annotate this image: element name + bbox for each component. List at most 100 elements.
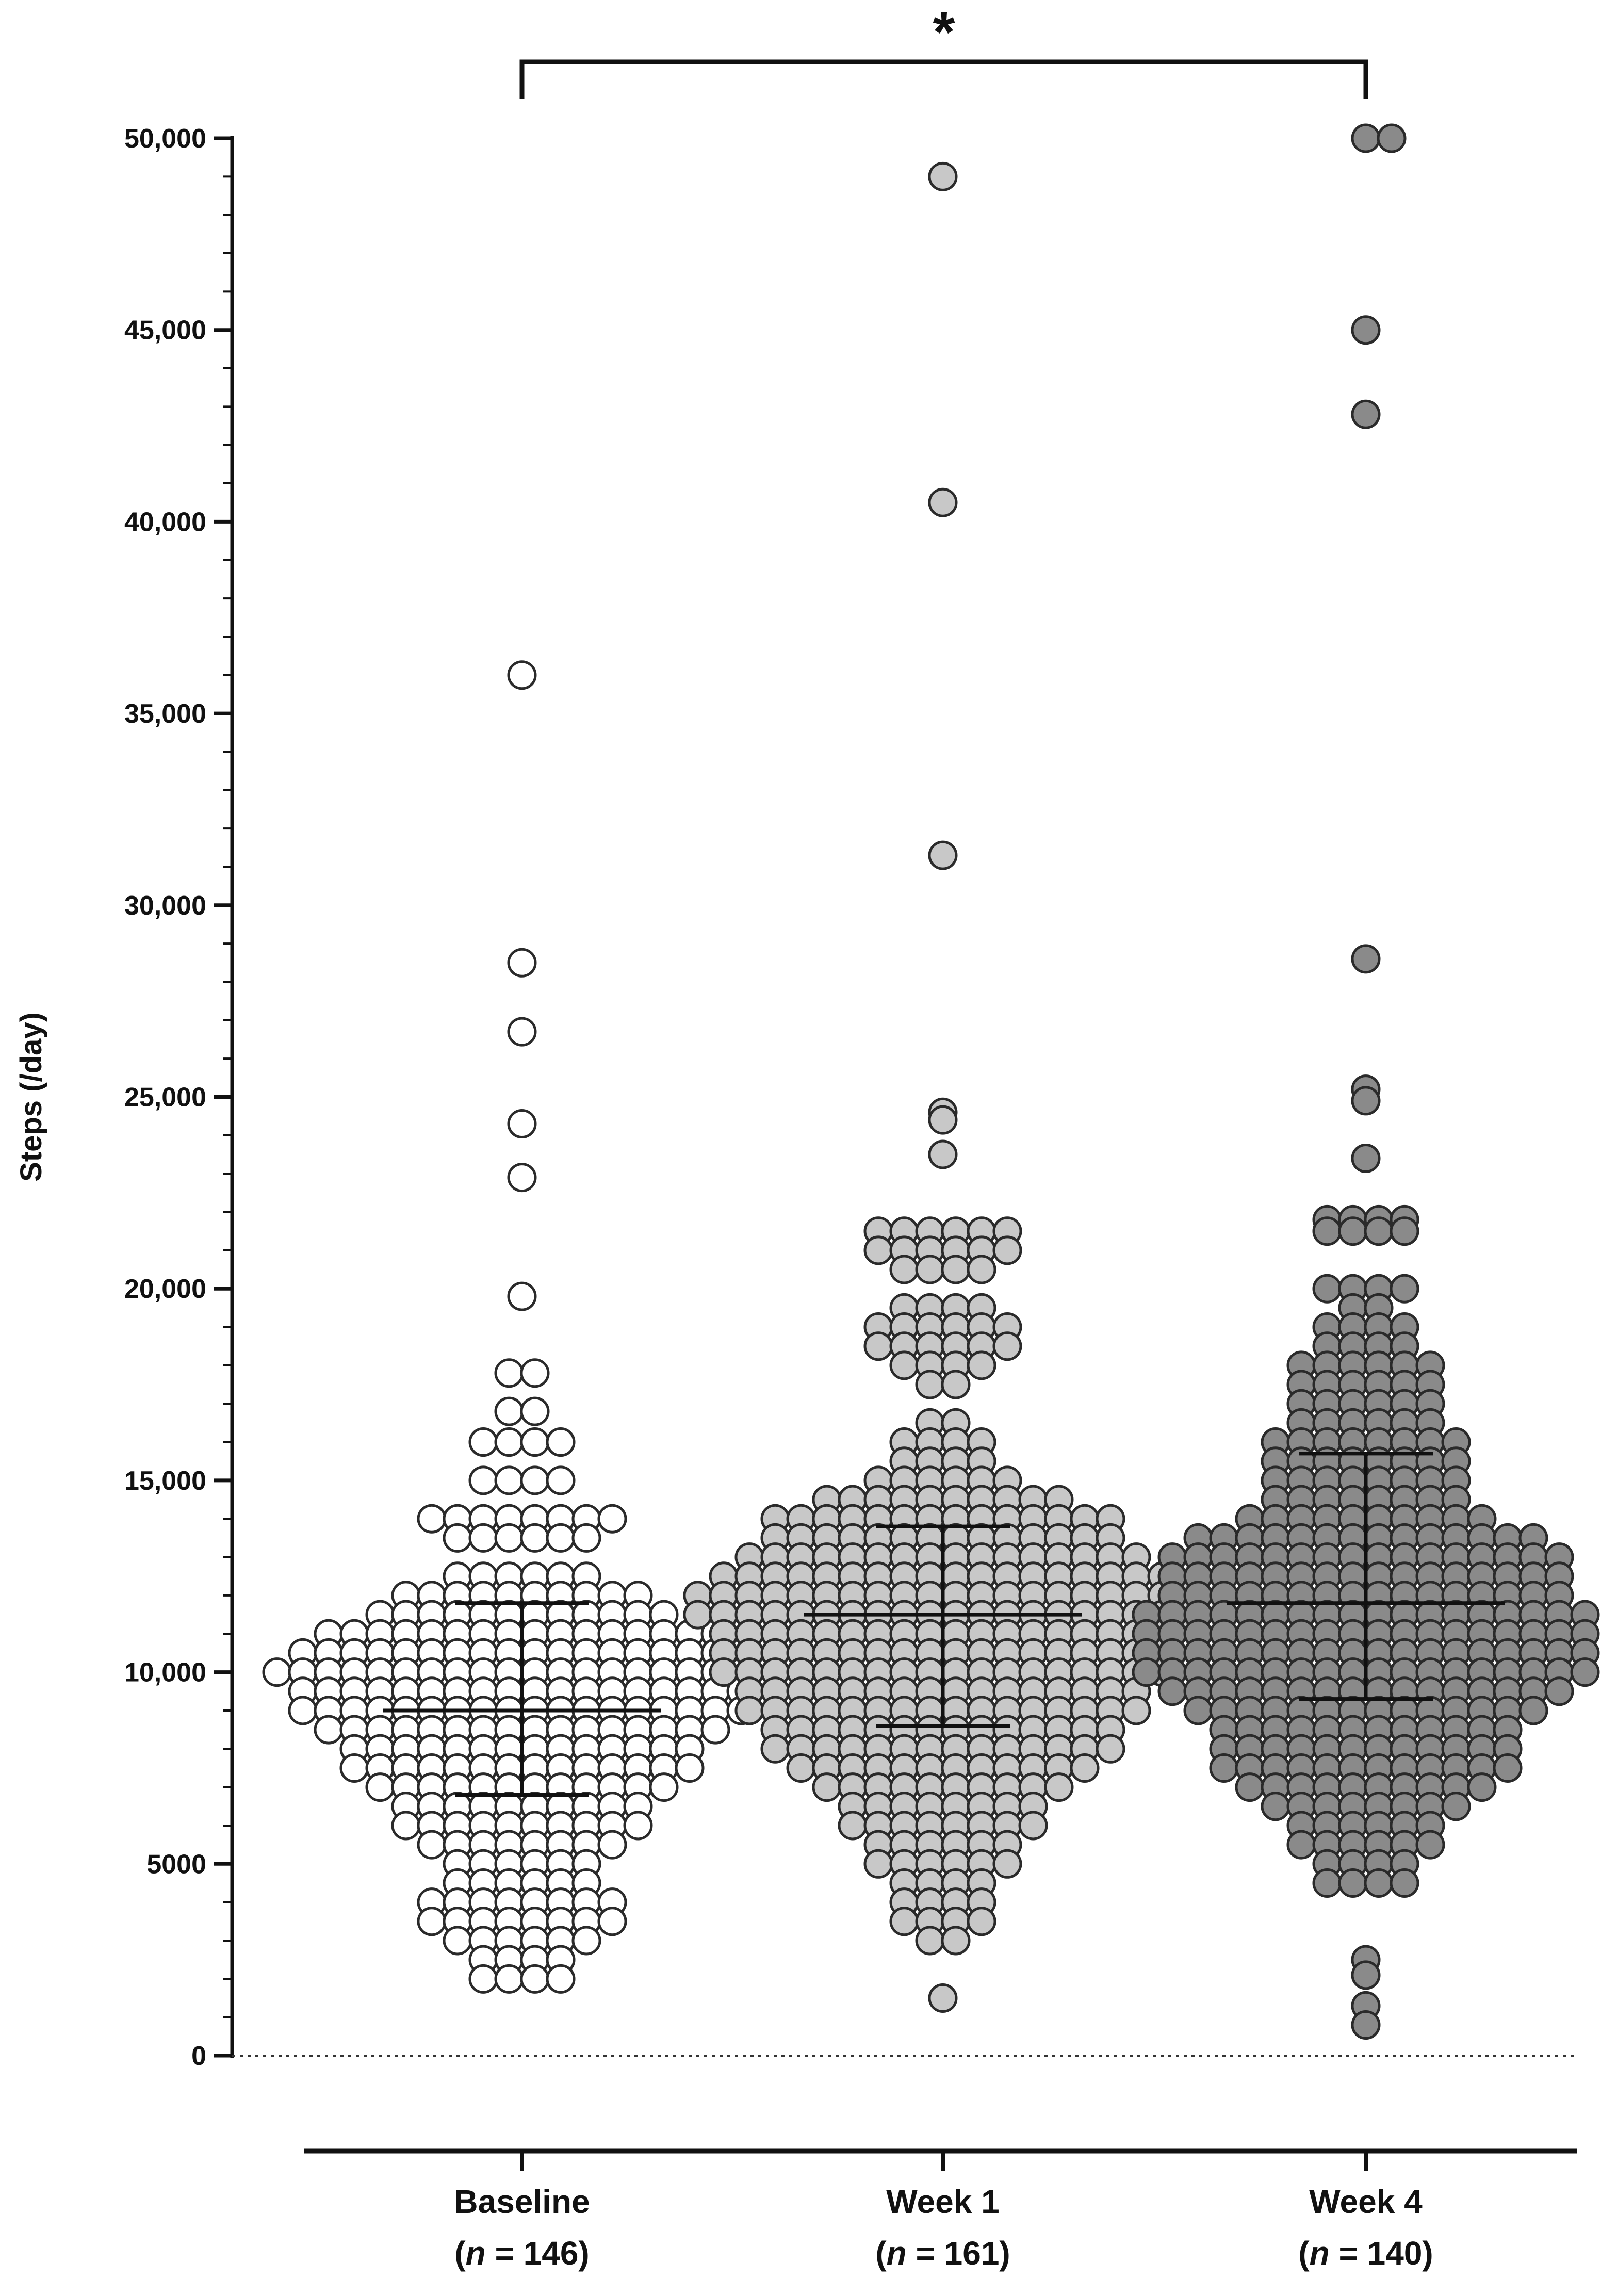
category-label: Week 4 (1309, 2183, 1423, 2220)
data-point (507, 1163, 537, 1193)
data-point (507, 1281, 537, 1311)
data-points (262, 123, 1600, 2040)
data-point (863, 1849, 893, 1879)
data-point (889, 1350, 919, 1380)
data-point (1570, 1657, 1600, 1687)
data-point (1312, 1274, 1342, 1304)
data-point (1121, 1696, 1151, 1725)
n-count: = 140) (1330, 2235, 1433, 2272)
data-point (1351, 399, 1381, 429)
x-ticks (520, 2151, 1368, 2171)
data-point (1070, 1753, 1100, 1783)
data-point (468, 1427, 498, 1457)
data-point (520, 1358, 550, 1388)
data-point (507, 948, 537, 978)
data-point (649, 1772, 679, 1802)
data-point (992, 1849, 1022, 1879)
data-point (623, 1811, 653, 1841)
data-point (468, 1523, 498, 1553)
data-point (967, 1907, 996, 1936)
data-point (786, 1753, 816, 1783)
data-point (1467, 1772, 1497, 1802)
data-point (915, 1255, 945, 1284)
data-point (700, 1715, 730, 1745)
data-point (928, 1105, 958, 1135)
data-point (838, 1811, 868, 1841)
n-symbol: n (887, 2235, 907, 2272)
n-symbol: n (466, 2235, 486, 2272)
category-label: Week 1 (886, 2183, 999, 2220)
data-point (494, 1427, 524, 1457)
data-point (494, 1964, 524, 1994)
data-point (339, 1753, 369, 1783)
data-point (1044, 1772, 1074, 1802)
data-point (507, 1109, 537, 1139)
data-point (520, 1465, 550, 1495)
data-point (863, 1331, 893, 1361)
data-point (494, 1396, 524, 1426)
axes: 0 5000 10,000 15,000 20,000 25,000 30,000 35,00… (124, 124, 1577, 2171)
data-point (365, 1772, 395, 1802)
data-point (1351, 2010, 1381, 2040)
data-point (1157, 1676, 1187, 1706)
data-point (1096, 1734, 1125, 1764)
category-n-label: (n = 161) (875, 2235, 1010, 2272)
median-iqr-bars (383, 1452, 1505, 1797)
data-point (863, 1235, 893, 1265)
data-point (1351, 1960, 1381, 1990)
data-point (928, 1983, 958, 2013)
data-point (494, 1358, 524, 1388)
data-point (1351, 123, 1381, 153)
data-point (928, 1139, 958, 1169)
data-point (1518, 1696, 1548, 1725)
data-point (571, 1926, 601, 1956)
data-point (928, 161, 958, 191)
data-point (812, 1772, 842, 1802)
y-tick-label: 5000 (146, 1849, 206, 1879)
y-tick-label: 25,000 (124, 1083, 206, 1113)
group-points (683, 161, 1203, 2013)
n-count: = 146) (486, 2235, 590, 2272)
y-tick-label: 35,000 (124, 699, 206, 729)
data-point (734, 1696, 764, 1725)
data-point (1364, 1868, 1394, 1898)
data-point (941, 1255, 971, 1284)
data-point (1312, 1216, 1342, 1246)
data-point (760, 1734, 790, 1764)
data-point (889, 1907, 919, 1936)
n-symbol: n (1310, 2235, 1330, 2272)
data-point (941, 1926, 971, 1956)
data-point (597, 1907, 627, 1936)
data-point (1286, 1830, 1316, 1860)
group-points (1132, 123, 1600, 2040)
data-point (915, 1370, 945, 1399)
data-point (1209, 1753, 1239, 1783)
significance-bracket-line (519, 59, 1368, 99)
data-point (1132, 1657, 1162, 1687)
data-point (915, 1926, 945, 1956)
data-point (1338, 1868, 1368, 1898)
data-point (417, 1830, 447, 1860)
data-point (992, 1331, 1022, 1361)
n-paren-open: ( (1298, 2235, 1310, 2272)
data-point (520, 1396, 550, 1426)
group-points (262, 660, 782, 1994)
data-point (1183, 1696, 1213, 1725)
data-point (992, 1235, 1022, 1265)
data-point (520, 1427, 550, 1457)
data-point (1351, 1086, 1381, 1116)
data-point (1351, 315, 1381, 345)
data-point (709, 1657, 739, 1687)
n-paren-open: ( (875, 2235, 887, 2272)
data-point (546, 1523, 576, 1553)
data-point (928, 487, 958, 517)
significance-bracket: * (519, 1, 1368, 99)
data-point (941, 1370, 971, 1399)
data-point (1364, 1216, 1394, 1246)
data-point (1338, 1216, 1368, 1246)
y-axis-label: Steps (/day) (14, 1012, 48, 1182)
y-tick-label: 40,000 (124, 507, 206, 537)
data-point (494, 1465, 524, 1495)
n-paren-open: ( (454, 2235, 466, 2272)
